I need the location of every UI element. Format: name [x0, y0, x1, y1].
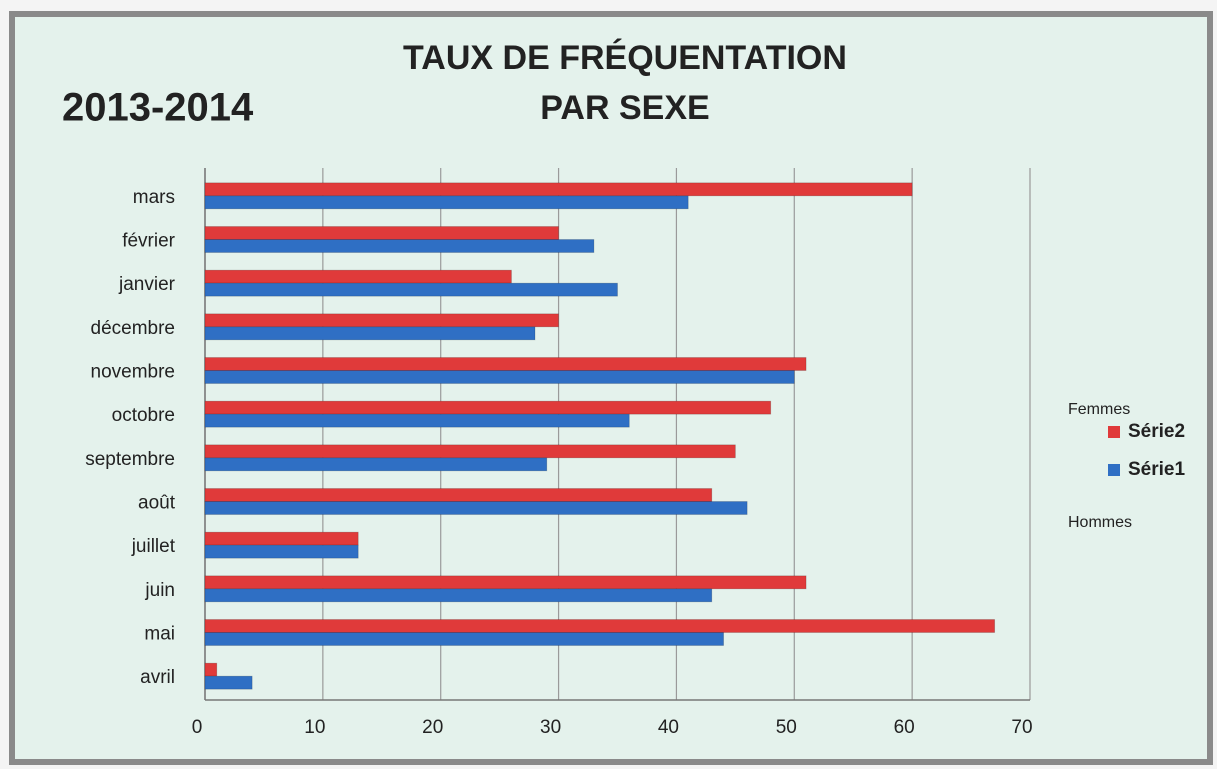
- y-tick-label: mars: [133, 187, 175, 208]
- x-tick-label: 60: [894, 717, 915, 738]
- x-tick-label: 70: [1011, 717, 1032, 738]
- bar: [204, 544, 359, 559]
- y-tick-label: août: [138, 493, 176, 514]
- x-tick-label: 40: [658, 717, 679, 738]
- y-tick-label: avril: [140, 667, 175, 688]
- period-label: 2013-2014: [62, 86, 254, 130]
- x-tick-label: 30: [540, 717, 561, 738]
- legend-note: Hommes: [1068, 514, 1132, 531]
- bar: [204, 501, 748, 515]
- y-tick-label: mai: [144, 624, 175, 645]
- legend-note: Femmes: [1068, 401, 1130, 418]
- bar: [204, 326, 536, 341]
- bar: [204, 400, 772, 415]
- x-tick-label: 0: [192, 717, 203, 738]
- bar: [204, 531, 359, 546]
- bar: [204, 662, 218, 677]
- bar: [204, 413, 630, 428]
- bar: [204, 226, 559, 240]
- y-tick-label: juillet: [131, 536, 176, 557]
- bar: [204, 182, 913, 197]
- bar: [204, 632, 724, 646]
- x-tick-label: 20: [422, 717, 443, 738]
- bar: [204, 239, 595, 253]
- chart-subtitle: PAR SEXE: [540, 89, 709, 127]
- y-tick-label: février: [122, 231, 175, 252]
- bar: [204, 282, 618, 297]
- y-tick-label: juin: [144, 580, 175, 601]
- legend-swatch: [1108, 464, 1120, 476]
- bar: [204, 575, 807, 590]
- x-tick-label: 10: [304, 717, 325, 738]
- bar: [204, 457, 548, 472]
- bar: [204, 269, 512, 284]
- legend-label: Série2: [1128, 421, 1185, 442]
- bar: [204, 370, 795, 384]
- y-tick-label: janvier: [118, 274, 176, 295]
- bar: [204, 488, 713, 502]
- y-tick-label: octobre: [112, 405, 175, 426]
- y-tick-label: décembre: [91, 318, 176, 339]
- legend-swatch: [1108, 426, 1120, 438]
- bar: [204, 675, 253, 690]
- bar: [204, 588, 713, 603]
- bar: [204, 444, 736, 459]
- bar: [204, 357, 807, 371]
- bar: [204, 195, 689, 210]
- y-tick-label: septembre: [85, 449, 175, 470]
- y-tick-label: novembre: [91, 362, 176, 383]
- bar: [204, 619, 996, 633]
- x-tick-label: 50: [776, 717, 797, 738]
- chart-title: TAUX DE FRÉQUENTATION: [403, 39, 847, 77]
- legend-label: Série1: [1128, 459, 1185, 480]
- bar: [204, 313, 559, 328]
